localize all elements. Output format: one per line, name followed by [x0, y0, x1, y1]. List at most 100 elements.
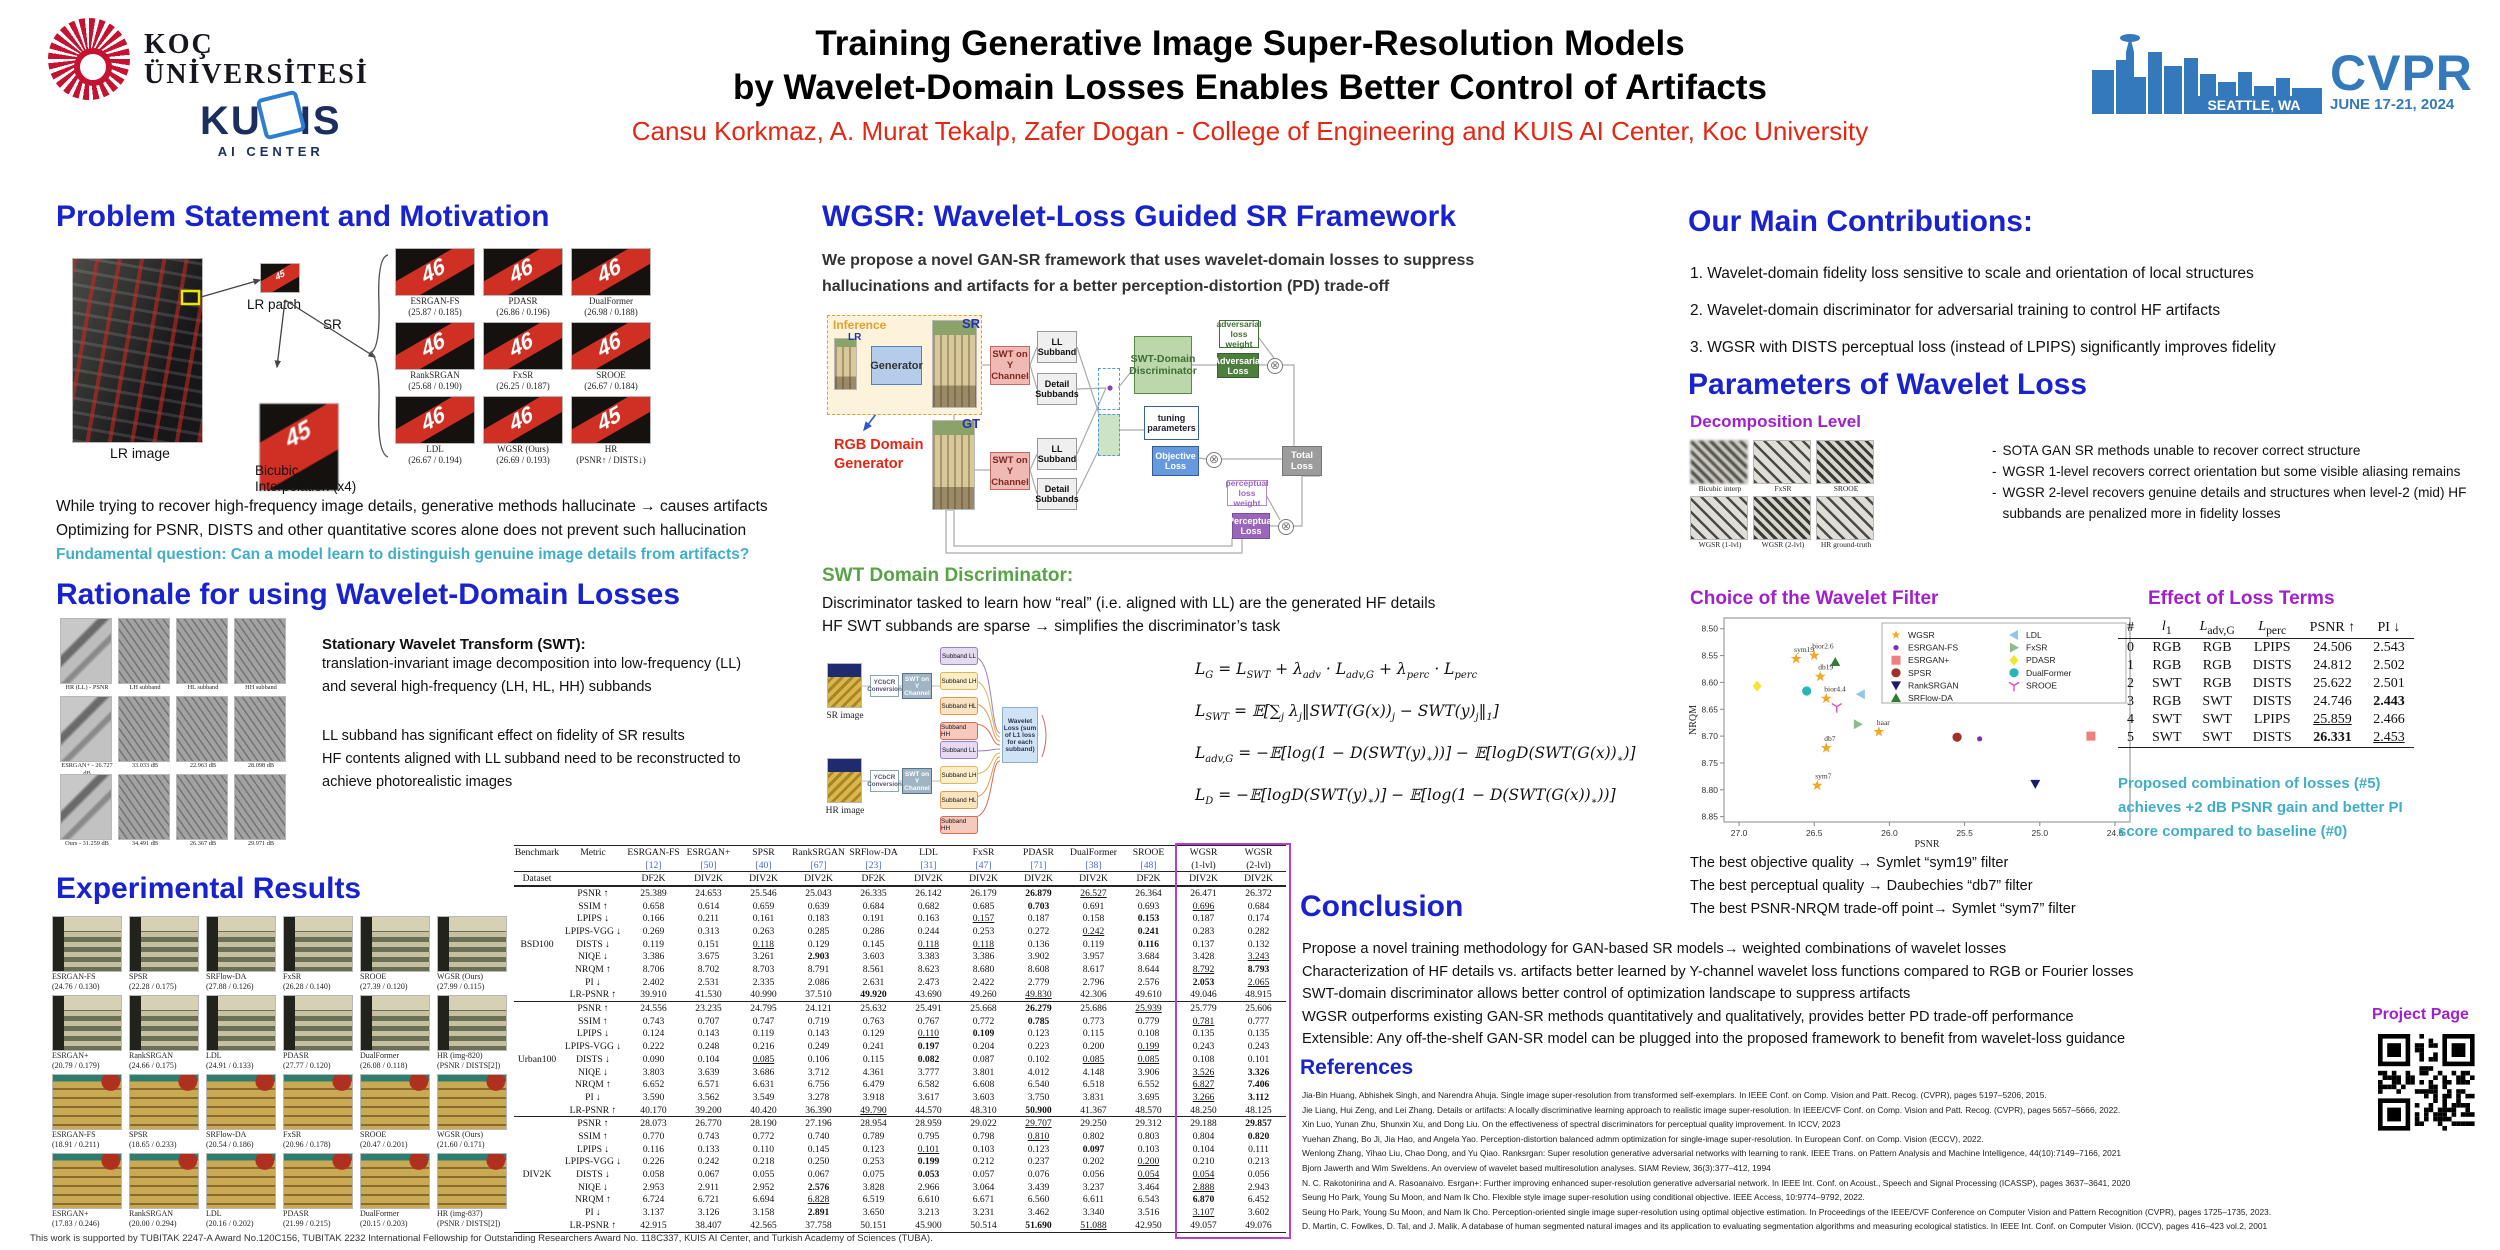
- value-cell: 6.552: [1137, 1079, 1160, 1091]
- dataset-cell: DF2K: [1121, 871, 1176, 888]
- metric-cell: LPIPS-VGG ↓: [564, 1041, 622, 1053]
- wavelet-cell: LH subband: [118, 618, 176, 696]
- experimental-cell: ESRGAN-FS (18.91 / 0.211): [52, 1074, 122, 1150]
- patch-score: (26.67 / 0.184): [584, 381, 638, 391]
- value-cell: 38.407: [681, 1218, 736, 1233]
- loss-cell: 2.501: [2373, 675, 2405, 691]
- patch-score: (26.98 / 0.188): [584, 307, 638, 317]
- value-cell: 49.920: [846, 988, 901, 1003]
- value-cell: 0.076: [1027, 1169, 1050, 1181]
- loss-cell: DISTS: [2243, 728, 2301, 748]
- experimental-cell: PDASR (21.99 / 0.215): [283, 1153, 353, 1229]
- experimental-score: (PSNR / DISTS[2]): [437, 1061, 501, 1070]
- benchmark-cell: [514, 912, 560, 925]
- value-cell: 3.639: [697, 1066, 720, 1078]
- experimental-cell: HR (img-837) (PSNR / DISTS[2]): [437, 1153, 507, 1229]
- value-cell: 0.789: [862, 1130, 885, 1142]
- kuis-subtext: AI CENTER: [217, 144, 324, 159]
- value-cell: 0.137: [1192, 938, 1215, 950]
- value-cell: 6.540: [1027, 1079, 1050, 1091]
- value-cell: 0.056: [1082, 1169, 1105, 1181]
- value-cell: 0.111: [1248, 1143, 1269, 1155]
- experimental-score: (21.60 / 0.171): [437, 1140, 485, 1149]
- value-cell: 3.383: [917, 951, 940, 963]
- data-row: NIQE ↓ 3.803 3.639 3.686 3.712 4.361 3.777 3.80…: [514, 1066, 1286, 1079]
- contribution-item: 1. Wavelet-domain fidelity loss sensitiv…: [1690, 265, 2254, 282]
- value-cell: 6.519: [862, 1194, 885, 1206]
- value-cell: 3.386: [642, 951, 665, 963]
- value-cell: 0.200: [1082, 1041, 1105, 1053]
- value-cell: 41.367: [1066, 1103, 1121, 1118]
- dataset-cell: DIV2K: [1066, 871, 1121, 888]
- metric-cell: NIQE ↓: [577, 951, 609, 963]
- value-cell: 8.680: [972, 964, 995, 976]
- wavelet-label: 33.033 dB: [131, 762, 159, 769]
- experimental-image: [52, 1153, 122, 1209]
- wavelet-image: [118, 774, 170, 840]
- svg-text:db7: db7: [1824, 734, 1836, 743]
- experimental-score: (27.88 / 0.126): [206, 982, 254, 991]
- value-cell: 26.879: [1025, 887, 1052, 899]
- experimental-name: FxSR: [283, 972, 302, 981]
- metric-cell: DISTS ↓: [576, 1053, 610, 1065]
- value-cell: 6.452: [1247, 1194, 1270, 1206]
- value-cell: 0.639: [807, 900, 830, 912]
- total-loss-box: Total Loss: [1282, 446, 1322, 476]
- value-cell: 0.082: [917, 1053, 940, 1065]
- loss-cell: SWT: [2143, 728, 2191, 748]
- benchmark-cell: [514, 1194, 560, 1207]
- reference-item: Seung Ho Park, Young Su Moon, and Nam Ik…: [1302, 1192, 1865, 1203]
- dataset-cell: DIV2K: [681, 871, 736, 888]
- wavelet-loss-box: Wavelet Loss (sum of L1 loss for each su…: [1002, 707, 1038, 763]
- experimental-cell: SROOE (20.47 / 0.201): [360, 1074, 430, 1150]
- value-cell: 0.087: [972, 1053, 995, 1065]
- experimental-score: (26.28 / 0.140): [283, 982, 331, 991]
- decomposition-label: Bicubic interp: [1698, 484, 1742, 493]
- table-dataset-row: Dataset DF2K DIV2K DIV2K DIV2K DF2K DIV2K DIV2K…: [514, 871, 1286, 888]
- metric-cell: PI ↓: [585, 976, 601, 988]
- value-cell: 0.803: [1137, 1130, 1160, 1142]
- value-cell: 0.116: [642, 1143, 665, 1155]
- swt-title: Stationary Wavelet Transform (SWT):: [322, 636, 586, 653]
- svg-text:PSNR: PSNR: [1914, 839, 1939, 850]
- loss-cell: 4: [2127, 711, 2134, 727]
- value-cell: 0.285: [807, 925, 830, 937]
- value-cell: 0.269: [642, 925, 665, 937]
- value-cell: 29.857: [1245, 1118, 1272, 1130]
- loss-row: 2 SWT RGB DISTS 25.622 2.501: [2118, 675, 2414, 693]
- value-cell: 0.202: [1082, 1156, 1105, 1168]
- value-cell: 6.721: [697, 1194, 720, 1206]
- rationale-grid: HR (LL) - PSNR LH subband HL subband HH sub…: [60, 618, 292, 852]
- value-cell: 3.386: [972, 951, 995, 963]
- svg-text:8.55: 8.55: [1701, 651, 1718, 661]
- value-cell: 0.707: [697, 1015, 720, 1027]
- patch-score: (26.25 / 0.187): [496, 381, 550, 391]
- value-cell: 3.428: [1192, 951, 1215, 963]
- loss-cell: 3: [2127, 693, 2134, 709]
- value-cell: 0.211: [697, 913, 720, 925]
- conclusion-heading: Conclusion: [1300, 890, 1464, 923]
- project-page-qr-code[interactable]: [2374, 1030, 2479, 1140]
- wavelet-image: [234, 618, 286, 684]
- experimental-score: (27.99 / 0.115): [437, 982, 485, 991]
- experimental-score: (24.91 / 0.133): [206, 1061, 254, 1070]
- wavelet-cell: HR (LL) - PSNR: [60, 618, 118, 696]
- reference-item: D. Martin, C. Fowlkes, D. Tal, and J. Ma…: [1302, 1221, 2268, 1232]
- discriminator-diagram: SR image YCbCR Conversion SWT on Y Chann…: [822, 645, 1182, 860]
- value-cell: 25.546: [750, 887, 777, 899]
- adversarial-weight-box: adversarial loss weight: [1216, 319, 1262, 349]
- conclusion-point: WGSR outperforms existing GAN-SR methods…: [1302, 1008, 2074, 1025]
- value-cell: 8.644: [1137, 964, 1160, 976]
- disc-sr-image: [827, 663, 862, 708]
- loss-header-cell: #: [2118, 618, 2143, 639]
- value-cell: 0.684: [1247, 900, 1270, 912]
- value-cell: 8.706: [642, 964, 665, 976]
- metric-cell: PI ↓: [585, 1207, 601, 1219]
- value-cell: 0.313: [697, 925, 720, 937]
- metric-cell: PI ↓: [585, 1091, 601, 1103]
- decomposition-image: [1690, 496, 1748, 540]
- experimental-image: [360, 1074, 430, 1130]
- cvpr-skyline-icon: SEATTLE, WA: [2092, 34, 2322, 114]
- value-cell: 0.129: [862, 1028, 885, 1040]
- value-cell: 0.747: [752, 1015, 775, 1027]
